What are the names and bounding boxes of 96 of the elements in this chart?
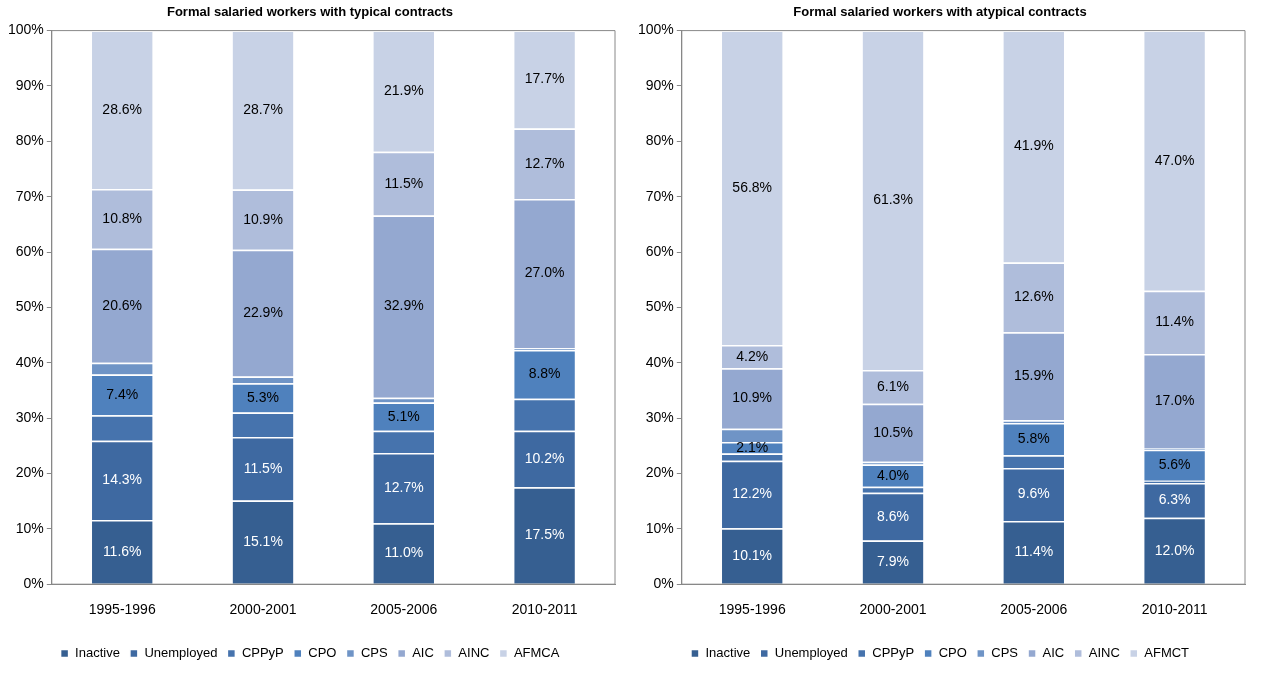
data-label: 10.8% (102, 209, 143, 226)
data-label: 2.1% (736, 438, 769, 455)
x-tick-label: 1995-1996 (718, 601, 786, 618)
data-label: 11.5% (384, 174, 424, 191)
data-label: 14.3% (102, 471, 143, 488)
data-label: 12.7% (383, 479, 424, 496)
x-tick-label: 2010-2011 (1141, 601, 1208, 618)
y-tick-label: 10% (15, 519, 44, 536)
y-tick-label: 100% (7, 21, 44, 38)
data-label: 17.7% (524, 70, 565, 87)
data-label: 17.5% (524, 526, 565, 543)
data-label: 10.9% (243, 210, 283, 227)
y-tick-label: 70% (645, 187, 674, 204)
data-label: 5.1% (387, 407, 420, 424)
y-tick-label: 20% (15, 464, 44, 481)
legend-label: Inactive (705, 645, 751, 661)
data-label: 11.5% (243, 459, 283, 476)
data-label: 5.3% (247, 388, 279, 405)
data-label: 9.6% (1017, 485, 1050, 502)
data-label: 8.6% (877, 507, 909, 524)
legend-label: AINC (458, 645, 490, 661)
y-tick-label: 10% (645, 519, 674, 536)
y-tick-label: 60% (645, 242, 674, 259)
data-label: 15.9% (1013, 367, 1054, 384)
data-label: 11.0% (384, 544, 424, 561)
legend-label: AFMCT (1144, 645, 1190, 661)
data-label: 10.5% (873, 423, 913, 440)
data-label: 61.3% (873, 191, 913, 208)
data-label: 4.0% (877, 466, 909, 483)
y-tick-label: 50% (645, 298, 674, 315)
data-label: 10.9% (732, 389, 773, 406)
legend-label: AIC (412, 645, 434, 661)
y-tick-label: 50% (15, 298, 44, 315)
y-tick-label: 40% (645, 353, 674, 370)
data-label: 12.7% (524, 154, 565, 171)
legend-label: CPPyP (241, 645, 284, 661)
x-tick-label: 2000-2001 (859, 601, 927, 618)
data-label: 17.0% (1154, 391, 1195, 408)
legend-label: Unemployed (774, 645, 848, 661)
y-tick-label: 0% (653, 575, 674, 592)
data-label: 6.3% (1158, 491, 1191, 508)
legend-label: CPS (991, 645, 1019, 661)
x-tick-label: 2000-2001 (229, 601, 297, 618)
data-label: 7.4% (106, 385, 139, 402)
y-tick-label: 100% (637, 21, 674, 38)
legend-label: AINC (1088, 645, 1120, 661)
legend-label: CPS (360, 645, 389, 661)
y-tick-label: 40% (15, 353, 44, 370)
data-label: 27.0% (524, 264, 565, 281)
data-label: 8.8% (528, 365, 561, 382)
chart-title: Formal salaried workers with typical contracts (166, 4, 454, 20)
x-tick-label: 2010-2011 (511, 601, 578, 618)
data-label: 12.2% (732, 485, 773, 502)
data-label: 12.0% (1154, 541, 1195, 558)
data-label: 41.9% (1013, 137, 1054, 154)
y-tick-label: 0% (23, 575, 44, 592)
data-label: 32.9% (383, 297, 424, 314)
data-label: 6.1% (877, 377, 909, 394)
x-tick-label: 2005-2006 (370, 601, 438, 618)
y-tick-label: 80% (15, 132, 44, 149)
y-tick-label: 60% (15, 242, 44, 259)
data-label: 47.0% (1154, 151, 1195, 168)
data-label: 15.1% (243, 533, 283, 550)
y-tick-label: 70% (15, 187, 44, 204)
data-label: 7.9% (877, 552, 909, 569)
y-tick-label: 20% (645, 464, 674, 481)
data-label: 22.9% (243, 304, 283, 321)
data-label: 11.4% (1014, 543, 1054, 560)
y-tick-label: 30% (15, 408, 44, 425)
legend-label: CPO (938, 645, 967, 661)
y-tick-label: 30% (645, 408, 674, 425)
data-label: 10.1% (732, 546, 773, 563)
data-label: 11.4% (1155, 313, 1194, 330)
legend-label: CPO (308, 645, 337, 661)
data-label: 11.6% (102, 542, 142, 559)
data-label: 21.9% (383, 82, 424, 99)
chart-title: Formal salaried workers with atypical contracts (793, 4, 1087, 20)
x-tick-label: 1995-1996 (88, 601, 156, 618)
x-tick-label: 2005-2006 (1000, 601, 1068, 618)
data-label: 56.8% (732, 178, 773, 195)
data-label: 5.6% (1158, 456, 1191, 473)
legend-label: AFMCA (513, 645, 560, 661)
y-tick-label: 90% (645, 76, 674, 93)
data-label: 5.8% (1017, 430, 1050, 447)
legend-label: CPPyP (872, 645, 915, 661)
data-label: 28.7% (243, 100, 283, 117)
data-label: 20.6% (102, 296, 143, 313)
y-tick-label: 90% (15, 76, 44, 93)
data-label: 28.6% (102, 100, 143, 117)
data-label: 4.2% (736, 347, 769, 364)
data-label: 12.6% (1013, 288, 1054, 305)
data-label: 10.2% (524, 449, 565, 466)
y-tick-label: 80% (645, 132, 674, 149)
legend-label: Inactive (75, 645, 120, 661)
legend-label: AIC (1042, 645, 1065, 661)
legend-label: Unemployed (144, 645, 218, 661)
